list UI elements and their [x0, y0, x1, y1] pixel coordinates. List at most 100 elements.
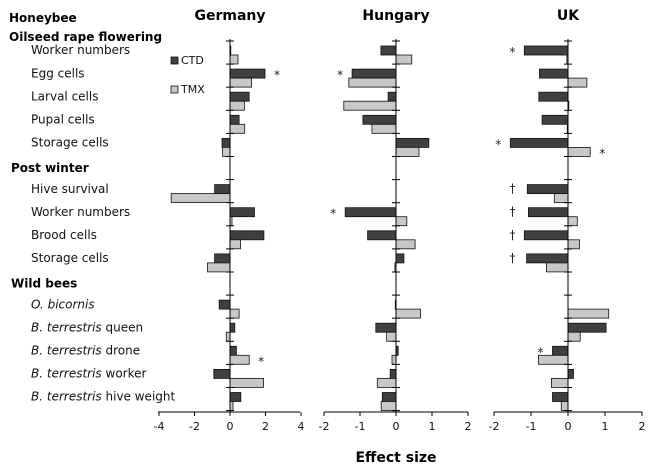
row-label: Pupal cells	[31, 113, 95, 127]
row-label: Worker numbers	[31, 205, 130, 219]
bar-ctd	[229, 392, 242, 402]
bar-tmx	[229, 308, 240, 319]
dagger-annotation: †	[510, 182, 516, 196]
legend-label-ctd: CTD	[181, 54, 204, 67]
x-tick-label: 2	[465, 420, 472, 433]
bar-tmx	[229, 100, 245, 111]
bar-tmx	[229, 239, 241, 250]
bar-ctd	[509, 137, 569, 148]
x-tick-label: 0	[227, 420, 234, 433]
bar-tmx	[395, 216, 408, 227]
panels: Germany -4 -2 0 2 4 * * Hungary -2 -1 0 1 2 * * UK -2 -1 0 1…	[154, 8, 646, 433]
bar-ctd	[229, 322, 236, 333]
panel-germany: Germany -4 -2 0 2 4 * *	[154, 8, 305, 433]
legend: CTD TMX	[170, 54, 205, 96]
significance-asterisk: *	[258, 354, 264, 368]
bar-ctd	[552, 345, 569, 356]
section-header: Oilseed rape flowering	[9, 30, 162, 44]
x-tick-label: -4	[154, 420, 165, 433]
bar-tmx	[567, 77, 588, 88]
x-tick-label: 1	[429, 420, 436, 433]
row-label: Worker numbers	[31, 43, 130, 57]
bar-ctd	[344, 207, 397, 218]
panel-hungary: Hungary -2 -1 0 1 2 * *	[319, 8, 472, 433]
bar-tmx	[371, 123, 397, 134]
bar-tmx	[391, 354, 397, 365]
bar-tmx	[567, 216, 578, 227]
bar-tmx	[567, 146, 591, 157]
bar-tmx	[376, 377, 397, 388]
section-header: Honeybee	[9, 11, 77, 25]
bar-tmx	[170, 193, 231, 204]
row-label: B. terrestris drone	[31, 344, 140, 358]
bar-ctd	[523, 45, 569, 56]
bar-ctd	[526, 253, 569, 264]
legend-swatch-ctd	[170, 56, 179, 65]
bar-ctd	[229, 230, 265, 241]
bar-tmx	[395, 146, 420, 157]
legend-label-tmx: TMX	[180, 83, 205, 96]
bar-tmx	[229, 77, 252, 88]
x-tick-label: -2	[489, 420, 500, 433]
row-label: B. terrestris queen	[31, 320, 143, 334]
dagger-annotation: †	[510, 228, 516, 242]
x-tick-label: 1	[602, 420, 609, 433]
row-label: Hive survival	[31, 182, 109, 196]
bar-ctd	[381, 392, 397, 402]
significance-asterisk: *	[599, 146, 605, 160]
bar-tmx	[229, 354, 250, 365]
bar-tmx	[546, 262, 569, 273]
bar-ctd	[229, 345, 237, 356]
bar-ctd	[528, 207, 569, 218]
panel-title: UK	[557, 8, 580, 24]
row-label: O. bicornis	[31, 297, 95, 311]
bar-tmx	[395, 54, 413, 65]
bar-tmx	[567, 239, 580, 250]
x-tick-label: 2	[639, 420, 646, 433]
x-tick-label: -2	[319, 420, 330, 433]
panel-title: Hungary	[362, 8, 429, 24]
section-header: Post winter	[11, 161, 89, 175]
bar-ctd	[395, 137, 430, 148]
x-tick-label: -1	[355, 420, 366, 433]
bar-ctd	[213, 368, 231, 379]
row-label: Larval cells	[31, 89, 98, 103]
bar-ctd	[351, 68, 397, 79]
panel-uk: UK -2 -1 0 1 2 * * * † † † † *	[489, 8, 646, 433]
row-label: Storage cells	[31, 136, 109, 150]
bar-tmx	[229, 377, 264, 388]
bar-ctd	[362, 114, 397, 125]
bar-ctd	[229, 207, 255, 218]
significance-asterisk: *	[330, 207, 336, 221]
significance-asterisk: *	[509, 45, 515, 59]
row-labels: Honeybee Oilseed rape flowering Post winte…	[9, 11, 175, 404]
bar-ctd	[539, 68, 569, 79]
x-tick-label: 2	[262, 420, 269, 433]
significance-asterisk: *	[337, 68, 343, 82]
x-tick-label: 0	[393, 420, 400, 433]
x-tick-label: 4	[298, 420, 305, 433]
bar-ctd	[218, 299, 231, 310]
panel-title: Germany	[194, 8, 265, 24]
row-label: B. terrestris hive weight	[31, 390, 175, 404]
bar-ctd	[229, 114, 240, 125]
bar-ctd	[538, 91, 569, 102]
bar-ctd	[214, 184, 231, 195]
dagger-annotation: †	[510, 205, 516, 219]
bar-ctd	[526, 184, 569, 195]
bar-ctd	[375, 322, 397, 333]
bar-tmx	[551, 377, 569, 388]
bar-tmx	[225, 331, 231, 342]
legend-swatch-tmx	[170, 85, 179, 94]
x-tick-label: -2	[189, 420, 200, 433]
bar-tmx	[567, 331, 581, 342]
significance-asterisk: *	[495, 137, 501, 151]
dagger-annotation: †	[510, 251, 516, 265]
x-tick-label: -1	[526, 420, 537, 433]
x-tick-label: 0	[565, 420, 572, 433]
row-label: Storage cells	[31, 251, 109, 265]
bar-ctd	[541, 114, 569, 125]
bar-tmx	[395, 308, 421, 319]
bar-ctd	[229, 68, 266, 79]
